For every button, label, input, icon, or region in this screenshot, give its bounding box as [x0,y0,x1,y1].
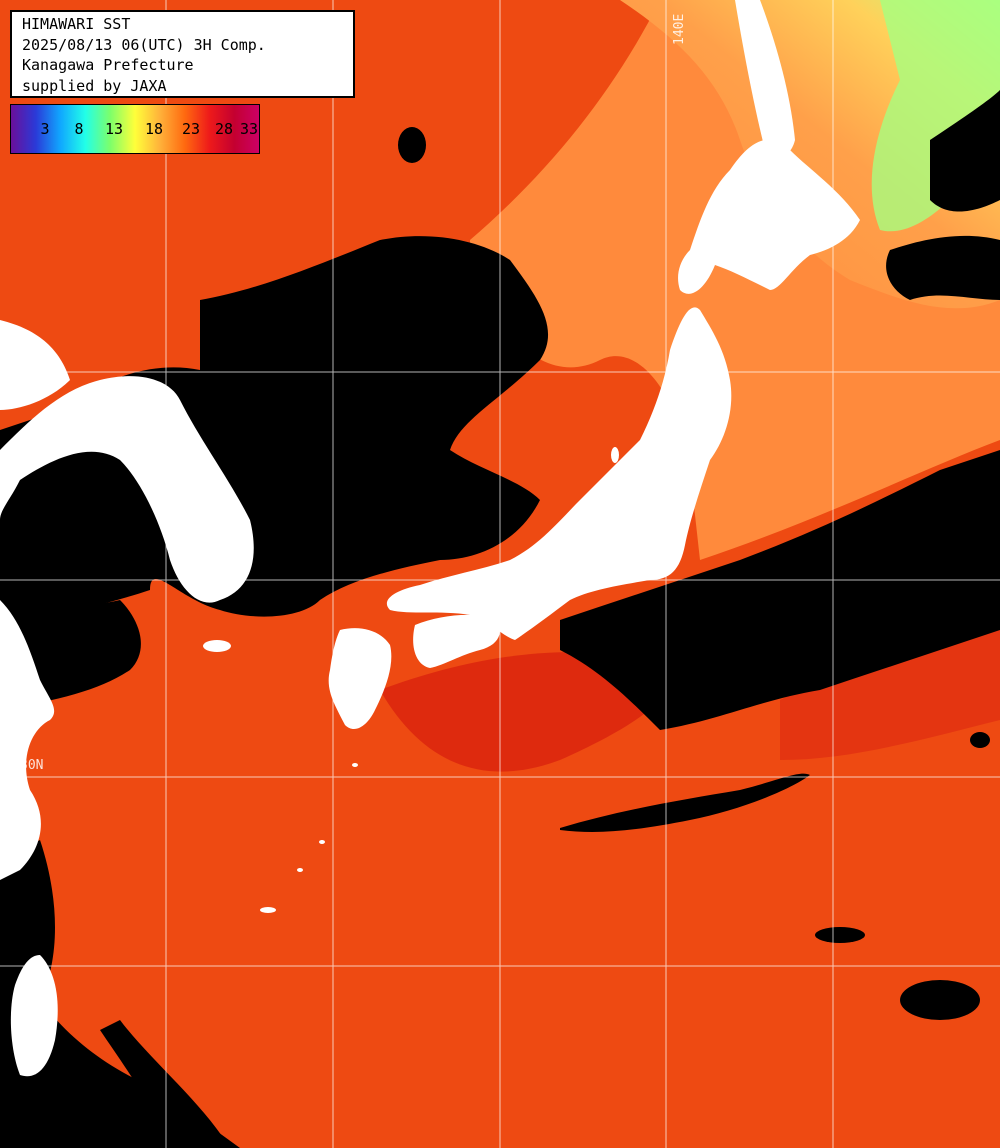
land-korea [0,376,254,603]
land [0,0,860,1077]
lat-label-40n: 40N [20,352,44,367]
sst-colorbar: 3 8 13 18 23 28 33 [10,104,260,154]
colorbar-tick: 18 [144,120,164,138]
land-china-coast [0,600,55,880]
land-honshu [386,307,732,640]
land-china-north [0,320,70,410]
cloud-mask [0,90,1000,1148]
land-hokkaido [678,139,860,294]
colorbar-tick: 28 [214,120,234,138]
colorbar-tick: 8 [74,120,84,138]
credit-text: supplied by JAXA [22,76,167,95]
land-kyushu [328,628,392,730]
sea-hot-band [380,651,670,772]
lon-label-140e: 140E [672,13,687,45]
land-shikoku [413,614,500,668]
land-taiwan [10,955,58,1077]
product-title: HIMAWARI SST [22,15,131,33]
sea-hot-band-2 [780,620,1000,760]
land-sakhalin [735,0,795,157]
colorbar-tick: 13 [104,120,124,138]
lat-label-30n: 30N [20,758,44,773]
colorbar-tick: 23 [181,120,201,138]
prefecture-text: Kanagawa Prefecture [22,56,194,74]
colorbar-tick: 33 [239,120,259,138]
timestamp-text: 2025/08/13 06(UTC) 3H Comp. [22,35,266,54]
colorbar-tick: 3 [40,120,50,138]
title-box: HIMAWARI SST 2025/08/13 06(UTC) 3H Comp.… [10,10,355,98]
